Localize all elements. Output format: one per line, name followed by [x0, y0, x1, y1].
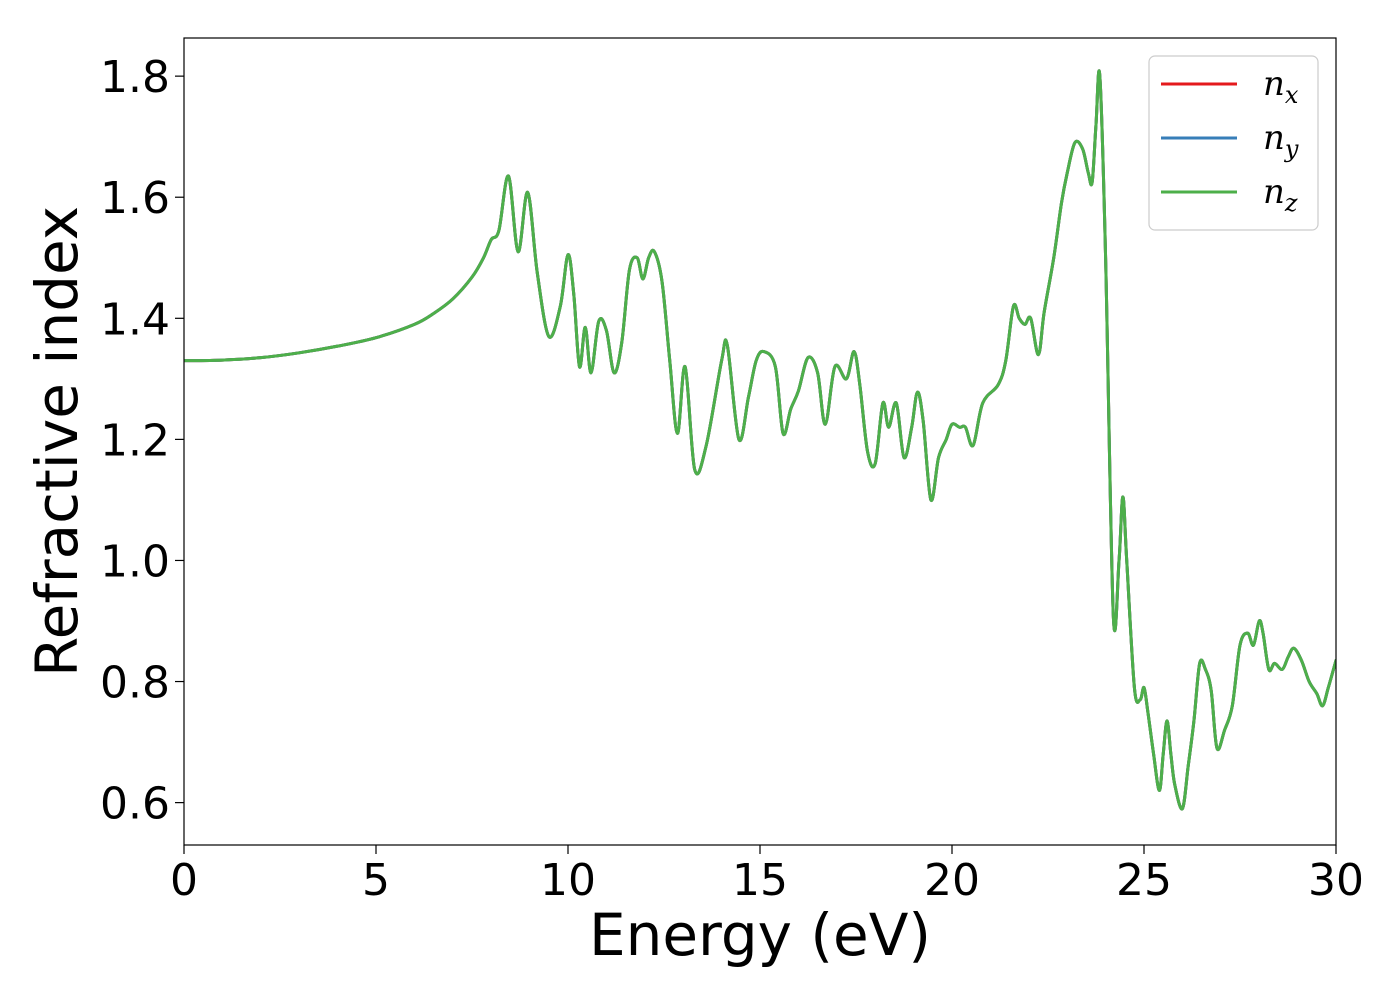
x-axis-ticks: 0 5 10 15 20 25 30: [170, 845, 1364, 906]
y-tick-label: 1.2: [100, 415, 170, 466]
x-tick-label: 25: [1116, 855, 1172, 906]
y-tick-label: 1.4: [100, 294, 170, 345]
y-tick-label: 1.6: [100, 173, 170, 224]
x-tick-label: 5: [362, 855, 390, 906]
y-axis-ticks: 0.6 0.8 1.0 1.2 1.4 1.6 1.8: [100, 52, 184, 830]
series-line-n-z: [184, 69, 1336, 811]
x-tick-label: 15: [732, 855, 788, 906]
y-tick-label: 1.0: [100, 536, 170, 587]
y-tick-label: 0.6: [100, 779, 170, 830]
x-tick-label: 0: [170, 855, 198, 906]
x-tick-label: 20: [924, 855, 980, 906]
x-tick-label: 30: [1308, 855, 1364, 906]
legend-label: ny: [1263, 118, 1299, 163]
legend-label: nz: [1263, 172, 1298, 217]
legend-entry-n-y: ny: [1161, 118, 1299, 163]
legend-entry-n-z: nz: [1161, 172, 1298, 217]
legend: nx ny nz: [1148, 55, 1319, 231]
x-tick-label: 10: [540, 855, 596, 906]
legend-entry-n-x: nx: [1161, 64, 1299, 109]
y-axis-label: Refractive index: [23, 206, 91, 677]
x-axis-label: Energy (eV): [589, 901, 931, 969]
legend-box: [1148, 55, 1319, 231]
y-tick-label: 0.8: [100, 658, 170, 709]
y-tick-label: 1.8: [100, 52, 170, 103]
legend-label: nx: [1263, 64, 1299, 109]
plot-area: [184, 69, 1336, 811]
